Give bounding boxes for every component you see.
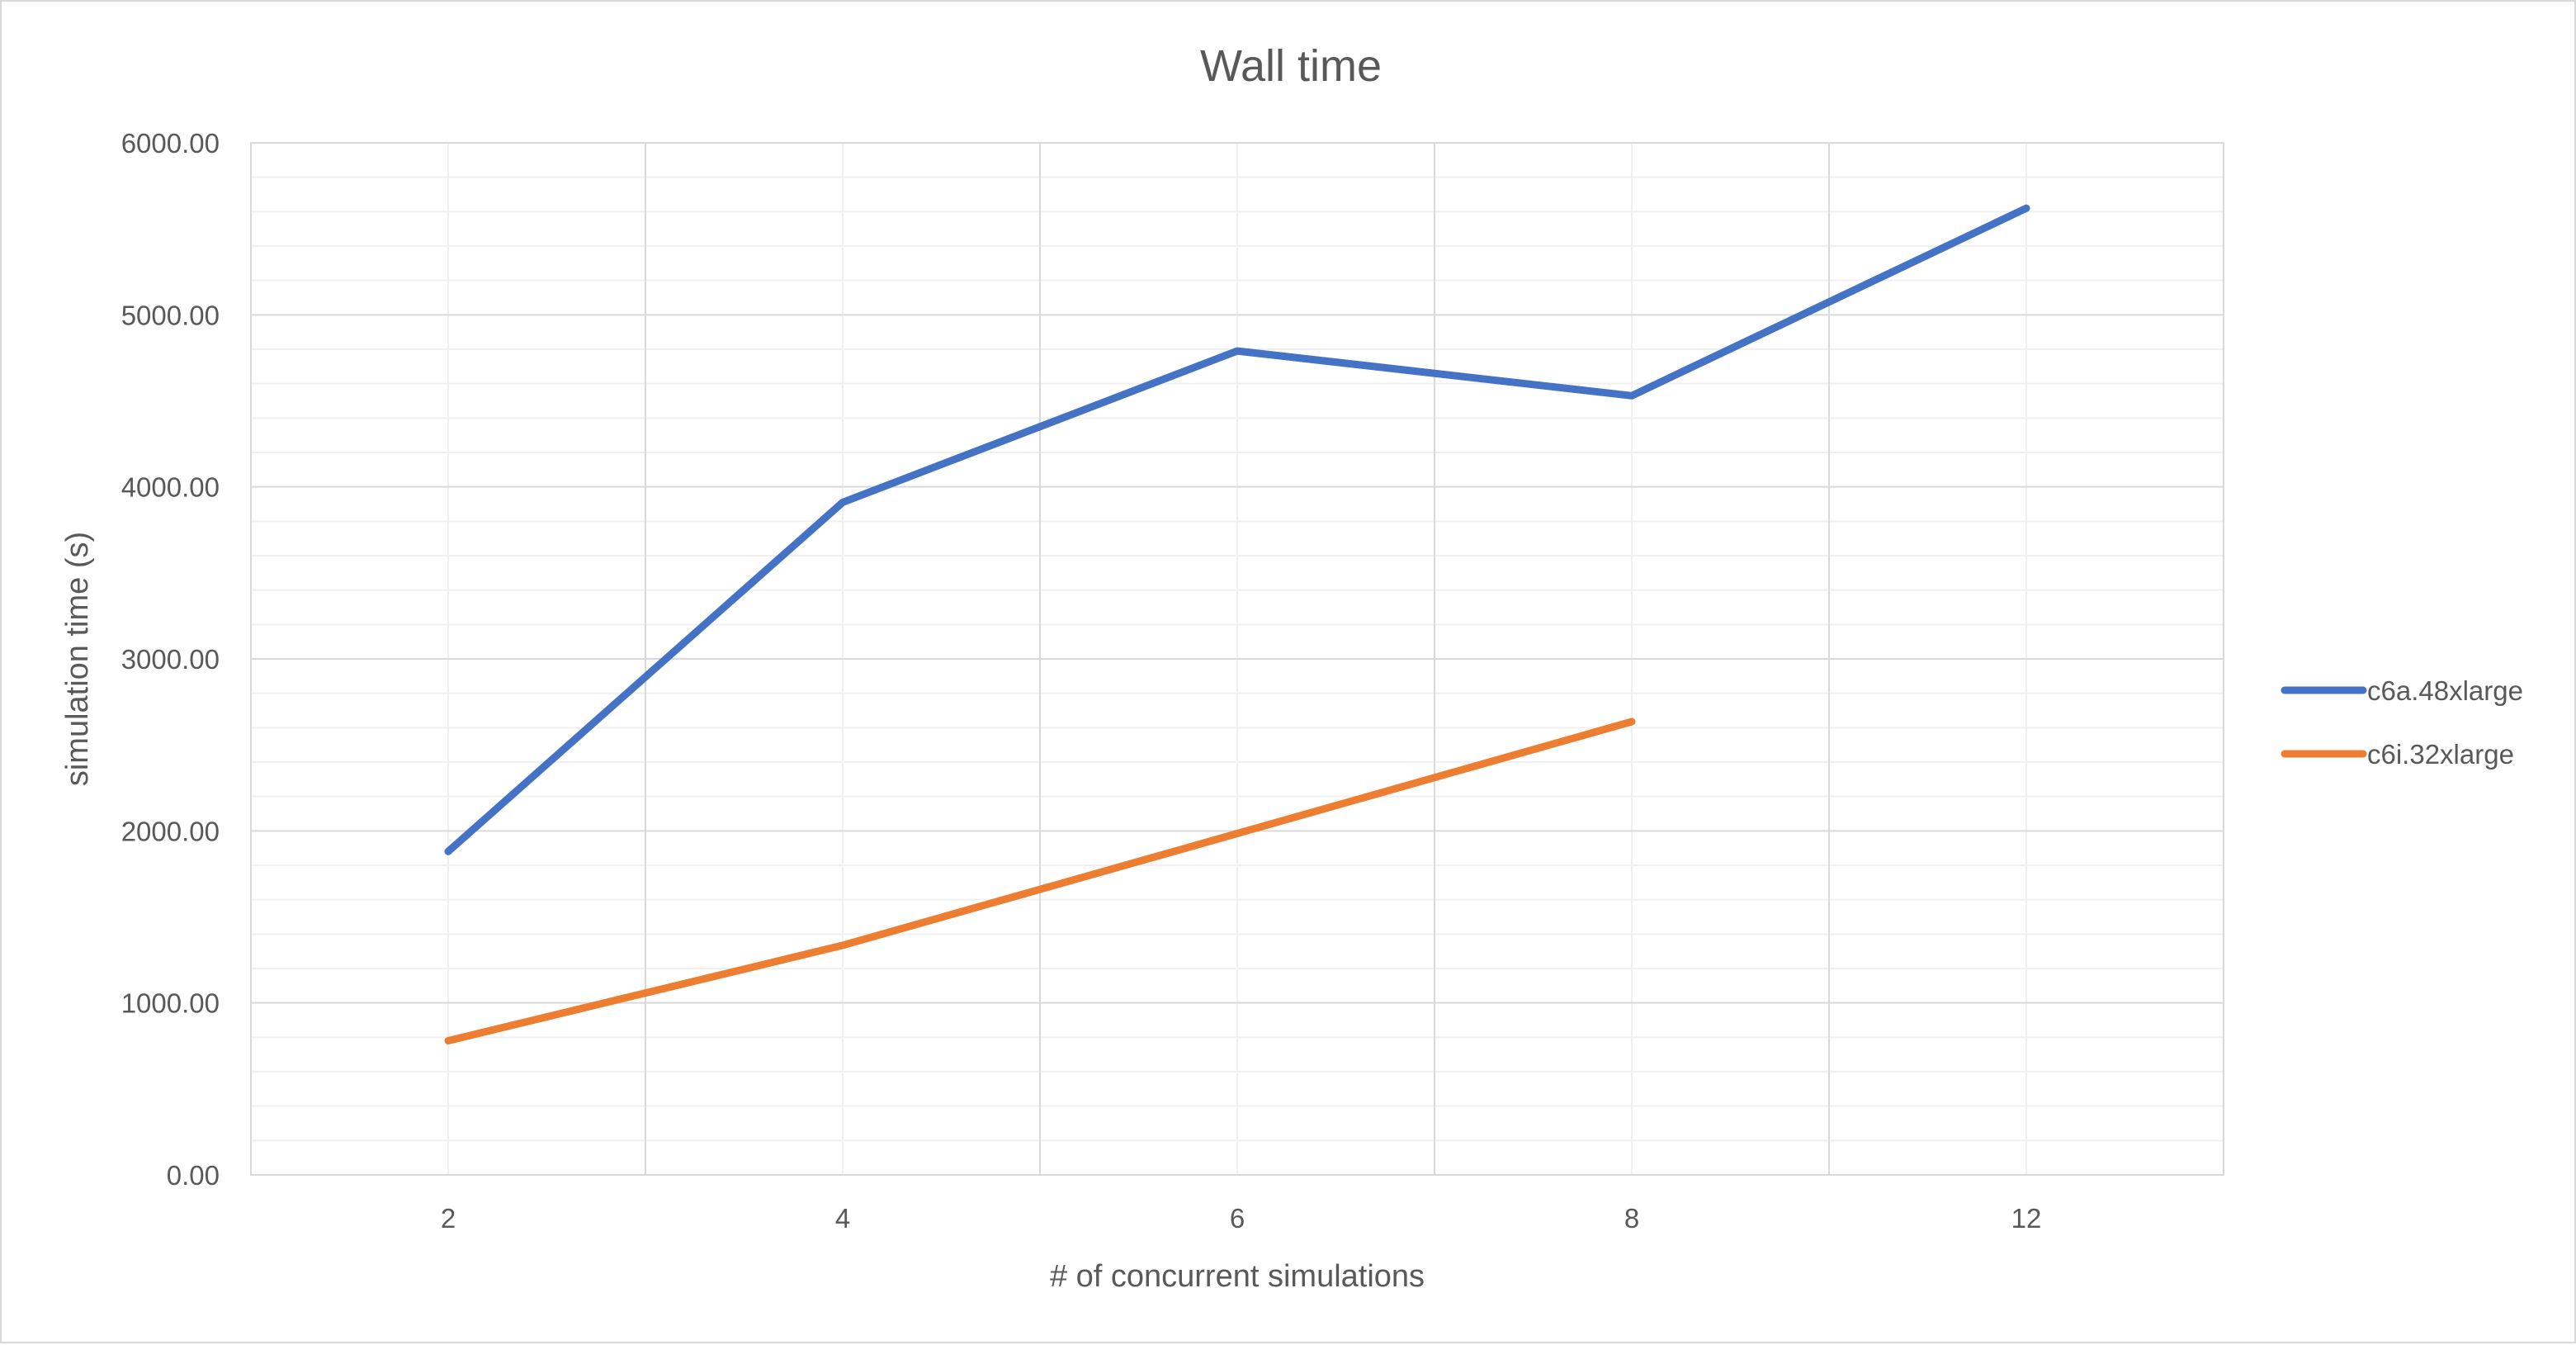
y-tick-label: 1000.00 (121, 988, 220, 1019)
legend: c6a.48xlarge c6i.32xlarge (2281, 675, 2523, 770)
grid-layer (250, 142, 2224, 1176)
y-tick-label: 3000.00 (121, 644, 220, 675)
chart-title: Wall time (1200, 41, 1382, 91)
legend-label: c6a.48xlarge (2367, 675, 2523, 706)
legend-label: c6i.32xlarge (2367, 739, 2514, 770)
x-tick-label: 2 (441, 1203, 456, 1234)
y-axis-title: simulation time (s) (60, 532, 95, 786)
y-tick-label: 6000.00 (121, 128, 220, 159)
x-tick-label: 8 (1624, 1203, 1639, 1234)
y-tick-label: 2000.00 (121, 816, 220, 846)
series-line-c6i.32xlarge (444, 717, 1636, 1044)
x-axis-title: # of concurrent simulations (1050, 1259, 1425, 1294)
y-tick-label: 5000.00 (121, 300, 220, 330)
series-line-c6a.48xlarge (444, 204, 2030, 855)
x-tick-label: 4 (835, 1203, 850, 1234)
y-tick-label: 0.00 (167, 1160, 220, 1191)
series-layer (444, 204, 2030, 1044)
y-tick-label: 4000.00 (121, 472, 220, 503)
plot-area-border (250, 142, 2224, 1176)
tick-layer: 0.00 1000.00 2000.00 3000.00 4000.00 5000.00 6… (121, 128, 2042, 1234)
x-tick-label: 12 (2011, 1203, 2042, 1234)
x-tick-label: 6 (1230, 1203, 1245, 1234)
